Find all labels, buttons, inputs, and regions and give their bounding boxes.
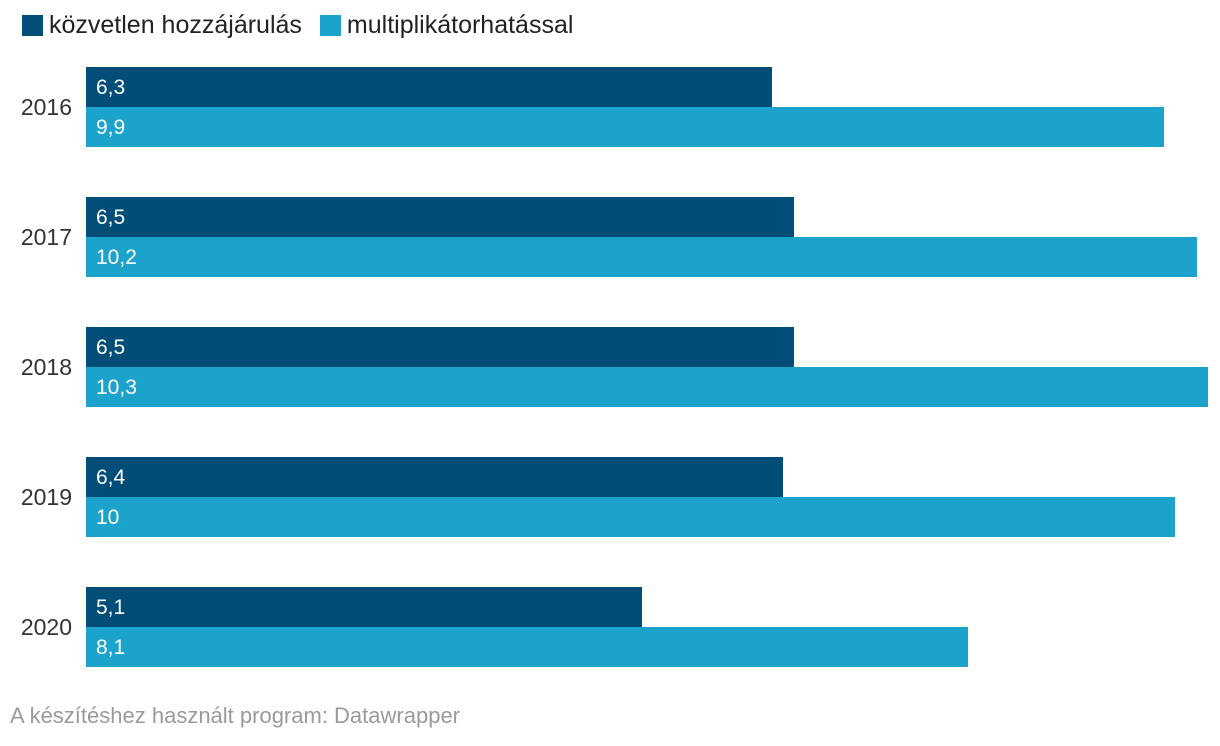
chart-legend: közvetlen hozzájárulás multiplikátorhatá… <box>22 13 573 38</box>
bar-2018-multiplier: 10,3 <box>86 367 1208 407</box>
bar-value-label: 6,4 <box>96 465 126 489</box>
bar-2016-direct: 6,3 <box>86 67 772 107</box>
bar-2020-multiplier: 8,1 <box>86 627 968 667</box>
bar-value-label: 6,5 <box>96 205 126 229</box>
bar-2017-direct: 6,5 <box>86 197 794 237</box>
bar-value-label: 10,2 <box>96 245 137 269</box>
category-label-2020: 2020 <box>20 614 72 640</box>
legend-label-multiplier: multiplikátorhatással <box>346 11 574 39</box>
category-label-2019: 2019 <box>20 484 72 510</box>
bar-2018-direct: 6,5 <box>86 327 794 367</box>
bar-value-label: 9,9 <box>96 115 126 139</box>
bar-value-label: 6,5 <box>96 335 126 359</box>
bar-value-label: 5,1 <box>96 595 126 619</box>
attribution-footer: A készítéshez használt program: Datawrap… <box>10 703 461 728</box>
category-label-2018: 2018 <box>20 354 72 380</box>
category-label-2016: 2016 <box>20 94 72 120</box>
bar-2016-multiplier: 9,9 <box>86 107 1164 147</box>
bar-2020-direct: 5,1 <box>86 587 642 627</box>
bar-value-label: 6,3 <box>96 75 126 99</box>
bar-2017-multiplier: 10,2 <box>86 237 1197 277</box>
bar-2019-direct: 6,4 <box>86 457 783 497</box>
bar-value-label: 10,3 <box>96 375 137 399</box>
legend-item-direct: közvetlen hozzájárulás <box>22 13 302 38</box>
legend-swatch-light-icon <box>319 15 341 36</box>
category-label-2017: 2017 <box>20 224 72 250</box>
bar-2019-multiplier: 10 <box>86 497 1175 537</box>
bar-value-label: 8,1 <box>96 635 126 659</box>
legend-item-multiplier: multiplikátorhatással <box>319 11 574 39</box>
legend-swatch-dark-icon <box>22 15 43 36</box>
legend-label-direct: közvetlen hozzájárulás <box>49 11 302 39</box>
bar-value-label: 10 <box>96 505 120 529</box>
